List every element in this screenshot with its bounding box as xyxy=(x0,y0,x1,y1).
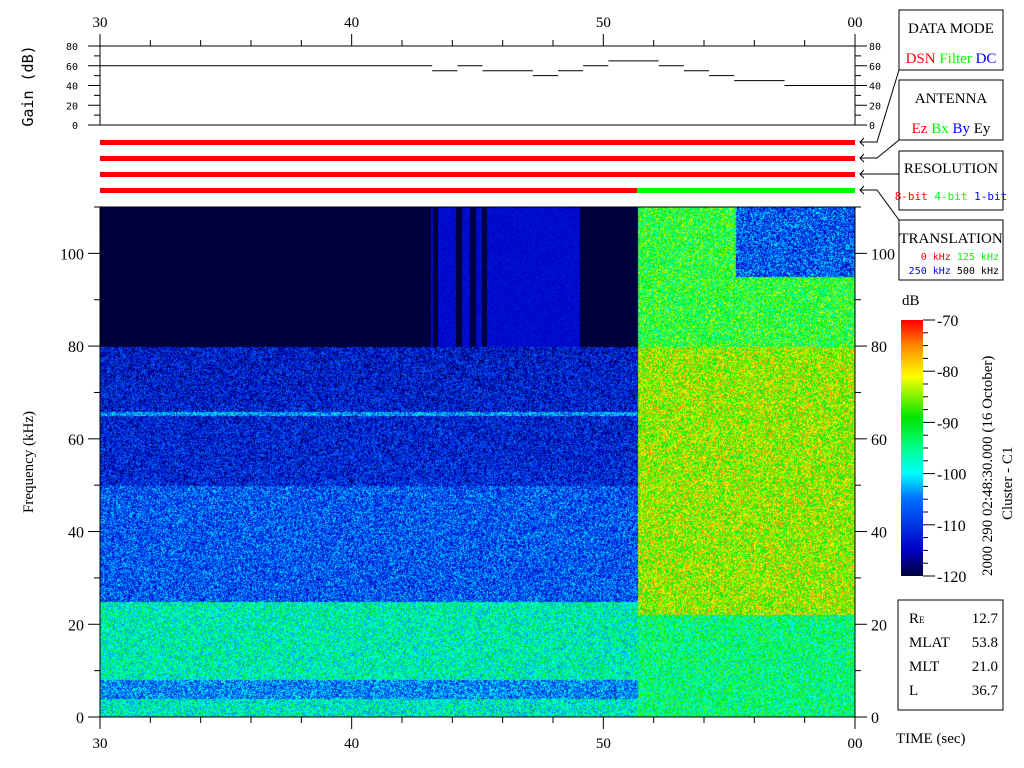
frequency-axis-label: Frequency (kHz) xyxy=(21,411,37,513)
freq-tick-label: 100 xyxy=(60,246,84,263)
legend-title: DATA MODE xyxy=(908,21,994,37)
legend-item: DC xyxy=(972,51,997,67)
legend-item: 1-bit xyxy=(968,190,1008,203)
gain-tick-label: 60 xyxy=(66,62,78,73)
gain-tick-label: 40 xyxy=(66,82,78,93)
legend-item: Bx xyxy=(927,121,949,137)
orbit-label: RE xyxy=(909,611,925,627)
time-tick-label: 30 xyxy=(93,15,108,31)
freq-tick-label: 0 xyxy=(871,710,879,727)
freq-tick-label: 40 xyxy=(871,525,887,542)
translation-status-bar xyxy=(637,188,855,193)
legend-item: 4-bit xyxy=(928,190,968,203)
colorbar-tick-label: -110 xyxy=(937,518,966,535)
gain-tick-label: 0 xyxy=(869,121,875,132)
orbit-label: MLT xyxy=(909,659,939,675)
gain-tick-label: 0 xyxy=(72,121,78,132)
legend-items: 8-bit 4-bit 1-bit xyxy=(895,190,1008,203)
timestamp: 2000 290 02:48:30.000 (16 October) xyxy=(980,356,996,576)
freq-tick-label: 60 xyxy=(68,432,84,449)
colorbar xyxy=(901,320,923,576)
time-tick-label: 00 xyxy=(848,15,863,31)
spectrogram xyxy=(100,207,855,717)
orbit-value: 53.8 xyxy=(972,635,998,651)
freq-tick-label: 40 xyxy=(68,525,84,542)
colorbar-tick-label: -90 xyxy=(937,415,958,432)
spacecraft-label: Cluster - C1 xyxy=(1000,447,1016,520)
resolution-status-bar xyxy=(100,172,855,177)
orbit-value: 12.7 xyxy=(972,611,999,627)
legend-item: 8-bit xyxy=(895,190,928,203)
data-mode-legend: DATA MODE DSN Filter DC xyxy=(898,9,1004,71)
colorbar-tick-label: -100 xyxy=(937,467,966,484)
legend-title: TRANSLATION xyxy=(899,231,1002,247)
orbit-info-box: RE 12.7 MLAT 53.8 MLT 21.0 L 36.7 xyxy=(897,599,1004,711)
spectrogram-frame xyxy=(99,206,856,718)
time-tick-label: 40 xyxy=(344,15,359,31)
freq-tick-label: 20 xyxy=(68,617,84,634)
colorbar-tick-label: -120 xyxy=(937,569,966,586)
gain-tick-label: 40 xyxy=(869,82,881,93)
gain-tick-label: 60 xyxy=(869,62,881,73)
legend-title: ANTENNA xyxy=(915,91,988,107)
translation-legend: TRANSLATION 0 kHz 125 kHz 250 kHz 500 kH… xyxy=(898,219,1004,281)
gain-tick-label: 20 xyxy=(869,101,881,112)
colorbar-label: dB xyxy=(902,293,920,309)
freq-tick-label: 0 xyxy=(76,710,84,727)
legend-item: DSN xyxy=(906,51,936,67)
legend-item: 500 kHz xyxy=(951,266,999,277)
freq-tick-label: 100 xyxy=(871,246,895,263)
legend-item: 0 kHz xyxy=(921,252,951,263)
freq-tick-label: 20 xyxy=(871,617,887,634)
gain-tick-label: 20 xyxy=(66,101,78,112)
freq-tick-label: 80 xyxy=(871,339,887,356)
legend-items: 250 kHz 500 kHz xyxy=(909,266,999,277)
time-tick-label: 50 xyxy=(596,15,611,31)
legend-items: Ez Bx By Ey xyxy=(912,121,991,137)
time-tick-label: 50 xyxy=(596,736,611,752)
colorbar-tick-label: -80 xyxy=(937,364,958,381)
gain-tick-label: 80 xyxy=(66,42,78,53)
legend-item: Ez xyxy=(912,121,928,137)
legend-title: RESOLUTION xyxy=(904,161,998,177)
colorbar-tick-label: -70 xyxy=(937,313,958,330)
time-tick-label: 00 xyxy=(848,736,863,752)
time-axis-label: TIME (sec) xyxy=(896,731,966,747)
gain-tick-label: 80 xyxy=(869,42,881,53)
legend-items: DSN Filter DC xyxy=(906,51,997,67)
gain-axis-label: Gain (dB) xyxy=(19,45,37,126)
time-tick-label: 40 xyxy=(344,736,359,752)
legend-item: 125 kHz xyxy=(951,252,999,263)
orbit-label: L xyxy=(909,683,918,699)
antenna-legend: ANTENNA Ez Bx By Ey xyxy=(898,79,1004,141)
time-tick-label: 30 xyxy=(93,736,108,752)
legend-items: 0 kHz 125 kHz xyxy=(921,252,999,263)
data_mode-status-bar xyxy=(100,140,855,145)
antenna-status-bar xyxy=(100,156,855,161)
legend-item: 250 kHz xyxy=(909,266,951,277)
legend-item: Filter xyxy=(936,51,972,67)
orbit-value: 36.7 xyxy=(972,683,999,699)
legend-connectors xyxy=(859,69,900,221)
orbit-label: MLAT xyxy=(909,635,950,651)
translation-status-bar xyxy=(100,188,638,193)
legend-item: By xyxy=(949,121,971,137)
legend-item: Ey xyxy=(970,121,991,137)
freq-tick-label: 60 xyxy=(871,432,887,449)
orbit-value: 21.0 xyxy=(972,659,998,675)
resolution-legend: RESOLUTION 8-bit 4-bit 1-bit xyxy=(895,150,1008,211)
freq-tick-label: 80 xyxy=(68,339,84,356)
